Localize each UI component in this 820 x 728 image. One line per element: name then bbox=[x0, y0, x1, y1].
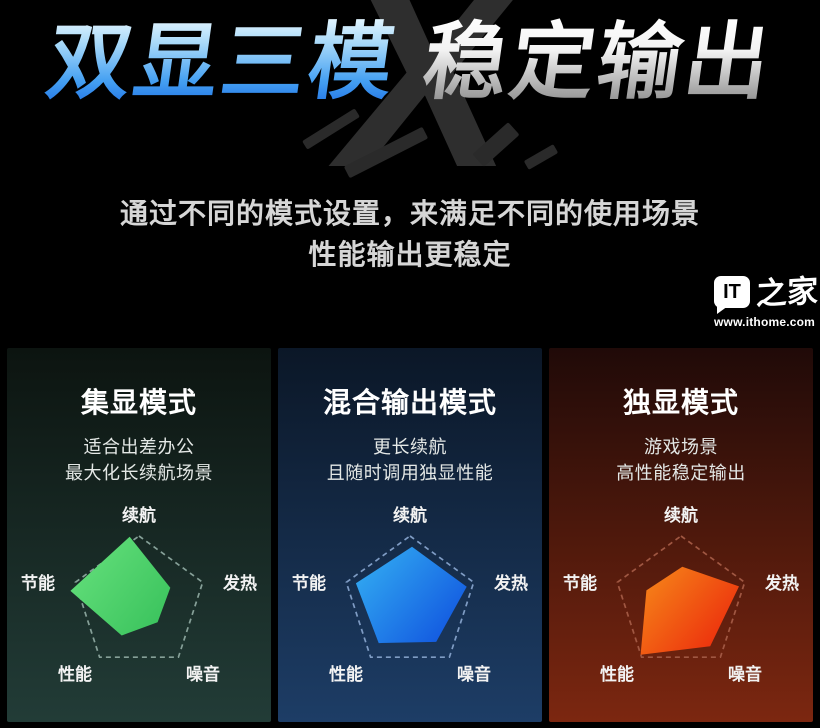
radar-fill bbox=[70, 536, 171, 636]
title-part-silver: 稳定输出 bbox=[417, 15, 779, 109]
radar-axis-label-4: 节能 bbox=[21, 573, 55, 593]
hero-section: X 双显三模 稳定输出 bbox=[0, 0, 820, 221]
radar-axis-label-3: 性能 bbox=[58, 664, 92, 684]
radar-axis-label-0: 续航 bbox=[122, 505, 156, 525]
title-part-blue: 双显三模 bbox=[41, 15, 403, 109]
radar-outline bbox=[345, 534, 475, 659]
mode-cards-row: 集显模式 适合出差办公 最大化长续航场景 续航发热噪音 性能 节能 混合输出模式 更… bbox=[7, 348, 813, 722]
radar-axis-label-0: 续航 bbox=[664, 505, 698, 525]
radar-axis-label-4: 节能 bbox=[292, 573, 326, 593]
radar-axis-label-3: 性能 bbox=[329, 664, 363, 684]
ithome-url: www.ithome.com bbox=[714, 315, 816, 329]
card-desc-line-2: 且随时调用独显性能 bbox=[326, 463, 494, 483]
page-title: 双显三模 稳定输出 bbox=[0, 14, 820, 110]
card-desc-line-1: 游戏场景 bbox=[644, 437, 718, 457]
radar-axis-label-0: 续航 bbox=[393, 505, 427, 525]
card-description: 适合出差办公 最大化长续航场景 bbox=[7, 434, 271, 486]
subtitle: 通过不同的模式设置，来满足不同的使用场景 性能输出更稳定 bbox=[0, 193, 820, 275]
radar-axis-label-1: 发热 bbox=[764, 573, 799, 593]
ithome-logo: IT 之家 www.ithome.com bbox=[714, 273, 819, 329]
card-discrete-gpu-mode: 独显模式 游戏场景 高性能稳定输出 续航发热噪音 性能 节能 bbox=[549, 348, 813, 722]
ithome-logo-row: IT 之家 bbox=[714, 273, 819, 314]
radar-fill bbox=[355, 546, 467, 644]
radar-axis-label-2: 噪音 bbox=[457, 664, 491, 684]
ithome-logo-icon: IT bbox=[714, 276, 750, 314]
subtitle-line-1: 通过不同的模式设置，来满足不同的使用场景 bbox=[119, 198, 700, 229]
radar-outline bbox=[616, 534, 746, 659]
card-desc-line-1: 适合出差办公 bbox=[83, 437, 195, 457]
radar-fill bbox=[640, 566, 739, 655]
radar-axis-label-3: 性能 bbox=[600, 664, 634, 684]
ithome-brand-text: 之家 bbox=[755, 273, 819, 312]
card-title: 集显模式 bbox=[80, 387, 197, 418]
subtitle-line-2: 性能输出更稳定 bbox=[308, 239, 512, 270]
card-title: 混合输出模式 bbox=[322, 387, 497, 418]
radar-axis-label-2: 噪音 bbox=[728, 664, 762, 684]
speech-bubble-tail-icon bbox=[717, 306, 728, 314]
ithome-badge-text: IT bbox=[723, 280, 741, 303]
radar-axis-label-1: 发热 bbox=[222, 573, 257, 593]
card-title: 独显模式 bbox=[622, 387, 739, 418]
card-integrated-gpu-mode: 集显模式 适合出差办公 最大化长续航场景 续航发热噪音 性能 节能 bbox=[7, 348, 271, 722]
card-desc-line-1: 更长续航 bbox=[373, 437, 447, 457]
card-description: 游戏场景 高性能稳定输出 bbox=[549, 434, 813, 486]
brush-splatter bbox=[523, 144, 559, 170]
radar-axis-label-2: 噪音 bbox=[186, 664, 220, 684]
card-desc-line-2: 最大化长续航场景 bbox=[65, 463, 213, 483]
card-desc-line-2: 高性能稳定输出 bbox=[616, 463, 746, 483]
radar-axis-label-1: 发热 bbox=[493, 573, 528, 593]
radar-outline bbox=[74, 534, 204, 659]
radar-axis-label-4: 节能 bbox=[563, 573, 597, 593]
card-description: 更长续航 且随时调用独显性能 bbox=[278, 434, 542, 486]
card-hybrid-output-mode: 混合输出模式 更长续航 且随时调用独显性能 续航发热噪音 性能 节能 bbox=[278, 348, 542, 722]
